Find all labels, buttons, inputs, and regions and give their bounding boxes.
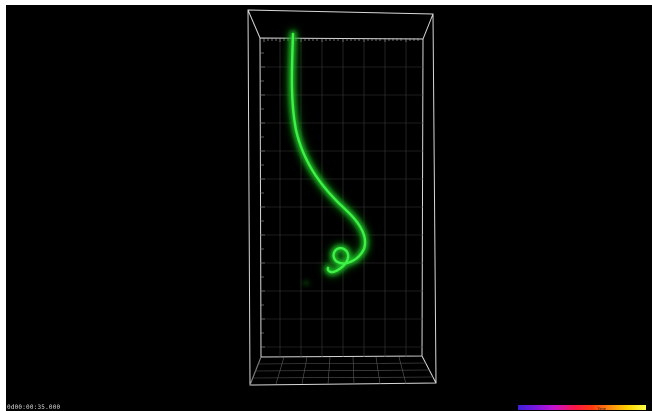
- left-axis-ticks: [260, 52, 265, 348]
- 3d-render-viewport[interactable]: 0d00:00:35.000 Time: [6, 5, 652, 411]
- floor-grid: [249, 356, 434, 386]
- back-wall-grid: [260, 39, 423, 357]
- volume-scene: [247, 9, 437, 386]
- time-colorbar-label: Time: [597, 406, 606, 411]
- time-readout: 0d00:00:35.000: [7, 404, 61, 411]
- fluorescent-filament: [286, 28, 371, 286]
- time-colorbar: [518, 405, 646, 410]
- bounding-box: [247, 9, 437, 386]
